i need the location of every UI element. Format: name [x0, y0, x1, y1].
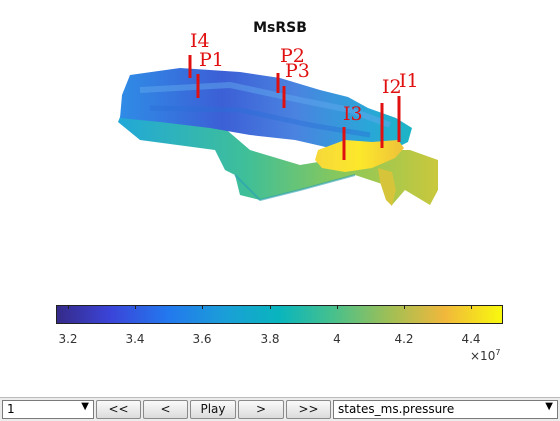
figure-area: MsRSB	[56, 20, 503, 363]
surface-streak	[149, 105, 371, 138]
play-button[interactable]: Play	[190, 400, 236, 419]
colorbar-tick-mark	[270, 305, 271, 309]
well-label-I2: I2	[382, 76, 402, 98]
playback-toolbar: 1 ▼ << < Play > >> states_ms.pressure ▼	[0, 397, 560, 421]
colorbar-tick-label: 3.4	[125, 332, 145, 346]
well-label-P2: P2	[280, 45, 305, 67]
well-label-I1: I1	[399, 70, 419, 92]
field-select-value: states_ms.pressure	[338, 402, 455, 416]
colorbar-tick-mark	[135, 305, 136, 309]
chevron-down-icon: ▼	[81, 401, 89, 412]
chevron-down-icon: ▼	[545, 401, 553, 412]
colorbar-tick-label: 3.8	[260, 332, 280, 346]
high-pressure-lobe	[378, 168, 396, 206]
previous-step-button[interactable]: <	[143, 400, 188, 419]
colorbar-tick-mark	[337, 305, 338, 309]
surface-streak	[139, 81, 392, 128]
next-step-button[interactable]: >	[238, 400, 284, 419]
step-select[interactable]: 1 ▼	[2, 400, 94, 419]
step-select-value: 1	[7, 402, 15, 416]
model-shadow-edge	[234, 174, 356, 202]
colorbar-tick-label: 4.4	[461, 332, 481, 346]
first-step-button[interactable]: <<	[96, 400, 141, 419]
colorbar-tick-mark	[404, 305, 405, 309]
colorbar-tick-label: 3.6	[192, 332, 212, 346]
colorbar	[56, 305, 503, 324]
exponent-base: ×10	[470, 349, 496, 363]
colorbar-tick-mark	[471, 305, 472, 309]
field-select[interactable]: states_ms.pressure ▼	[333, 400, 558, 419]
reservoir-model	[56, 55, 503, 324]
colorbar-tick-mark	[68, 305, 69, 309]
exponent-power: 7	[495, 348, 501, 357]
colorbar-tick-mark	[202, 305, 203, 309]
colorbar-exponent: ×107	[470, 348, 500, 363]
well-label-I4: I4	[190, 30, 210, 52]
plot-title: MsRSB	[253, 20, 307, 36]
last-step-button[interactable]: >>	[286, 400, 331, 419]
well-label-I3: I3	[343, 103, 363, 125]
colorbar-gradient	[56, 305, 503, 324]
colorbar-tick-label: 4.2	[394, 332, 414, 346]
colorbar-tick-label: 4	[333, 332, 341, 346]
well-label-P3: P3	[285, 60, 310, 82]
colorbar-tick-label: 3.2	[58, 332, 78, 346]
well-label-P1: P1	[199, 49, 224, 71]
